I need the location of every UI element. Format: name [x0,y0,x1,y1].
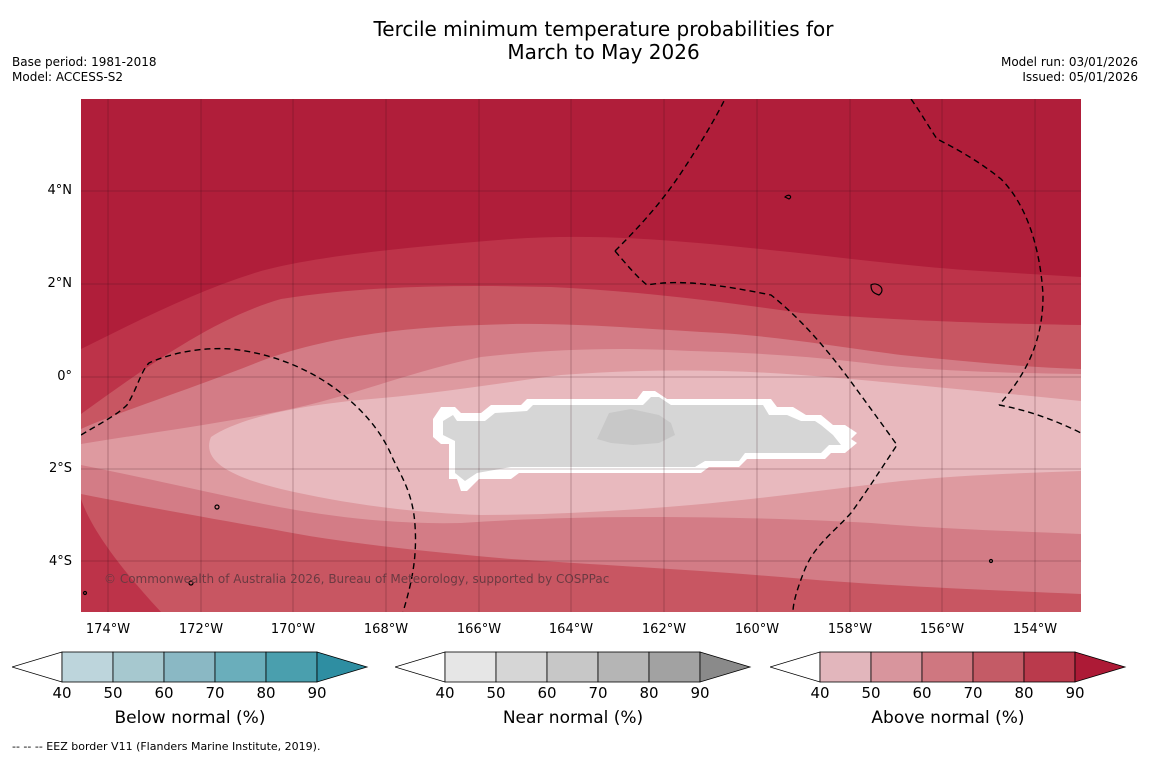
eez-footnote: -- -- -- EEZ border V11 (Flanders Marine… [12,740,321,753]
legend-below-normal [10,650,372,688]
legend-below-tick-80: 80 [256,684,276,702]
legend-below-tick-70: 70 [205,684,225,702]
lon-label-174w: 174°W [85,622,131,637]
eez-border-center-low [614,250,898,612]
legend-above-swatch-2 [870,651,923,683]
legend-above-tick-40: 40 [810,684,830,702]
legend-above-tick-60: 60 [912,684,932,702]
legend-below-overflow [316,651,369,683]
issued-date: Issued: 05/01/2026 [1022,70,1138,84]
legend-above-title: Above normal (%) [871,708,1025,728]
island-2 [870,283,883,296]
island-3 [214,504,220,510]
legend-below-swatch-3 [163,651,216,683]
legend-near-normal [393,650,755,688]
lat-label-2s: 2°S [48,461,72,476]
graticule [81,99,1081,612]
meta-right: Model run: 03/01/2026 Issued: 05/01/2026 [1001,55,1138,85]
map-title: Tercile minimum temperature probabilitie… [300,18,907,64]
probability-map [81,99,1081,612]
legend-near-overflow [699,651,752,683]
lat-label-4s: 4°S [48,554,72,569]
legend-above-swatch-1 [819,651,872,683]
eez-border-left [81,347,417,612]
island-4 [188,580,194,586]
legend-below-tick-90: 90 [307,684,327,702]
model-run: Model run: 03/01/2026 [1000,55,1138,69]
legend-near-tick-40: 40 [435,684,455,702]
legend-near-colorbar [393,651,752,683]
model-name: Model: ACCESS-S2 [12,70,124,84]
lon-label-166w: 166°W [456,622,502,637]
lon-label-156w: 156°W [919,622,965,637]
band-near-50 [597,409,675,445]
legend-above-tick-80: 80 [1014,684,1034,702]
title-line-2: March to May 2026 [507,40,700,64]
legend-above-tick-50: 50 [861,684,881,702]
lon-label-162w: 162°W [641,622,687,637]
legend-below-tick-40: 40 [52,684,72,702]
lon-label-158w: 158°W [827,622,873,637]
lon-label-172w: 172°W [178,622,224,637]
legend-near-underflow [393,651,446,683]
legend-below-swatch-4 [214,651,267,683]
lon-label-164w: 164°W [548,622,594,637]
legend-above-swatch-3 [921,651,974,683]
legend-below-colorbar [10,651,369,683]
lon-label-170w: 170°W [270,622,316,637]
lon-label-154w: 154°W [1012,622,1058,637]
legend-above-normal [768,650,1130,688]
legend-below-swatch-1 [61,651,114,683]
legend-near-swatch-2 [495,651,548,683]
lat-label-2n: 2°N [47,276,73,291]
lon-label-168w: 168°W [363,622,409,637]
title-line-1: Tercile minimum temperature probabilitie… [373,17,834,41]
legend-above-swatch-4 [972,651,1025,683]
legend-near-title: Near normal (%) [502,708,644,728]
legend-near-tick-90: 90 [690,684,710,702]
legend-above-swatch-5 [1023,651,1076,683]
legend-near-swatch-4 [597,651,650,683]
map-svg [81,99,1081,612]
islands [82,194,994,596]
legend-below-tick-50: 50 [103,684,123,702]
legend-below-swatch-5 [265,651,318,683]
island-6 [82,590,88,596]
legend-above-overflow [1074,651,1127,683]
lat-label-4n: 4°N [47,183,73,198]
eez-border-center [614,99,726,252]
island-5 [988,558,994,564]
copyright-notice: © Commonwealth of Australia 2026, Bureau… [104,572,610,586]
legend-below-swatch-2 [112,651,165,683]
base-period: Base period: 1981-2018 [12,55,157,69]
legend-near-tick-80: 80 [639,684,659,702]
legend-below-tick-60: 60 [154,684,174,702]
eez-borders [81,99,1081,612]
lat-label-0: 0° [57,369,72,384]
legend-above-colorbar [768,651,1127,683]
legend-near-swatch-5 [648,651,701,683]
island-1 [783,194,792,200]
legend-near-swatch-1 [444,651,497,683]
eez-border-right [910,99,1044,406]
legend-below-underflow [10,651,63,683]
legend-near-tick-70: 70 [588,684,608,702]
legend-below-title: Below normal (%) [114,708,266,728]
legend-near-tick-60: 60 [537,684,557,702]
legend-near-tick-50: 50 [486,684,506,702]
legend-above-tick-90: 90 [1065,684,1085,702]
lon-label-160w: 160°W [734,622,780,637]
legend-above-underflow [768,651,821,683]
legend-above-tick-70: 70 [963,684,983,702]
legend-near-swatch-3 [546,651,599,683]
meta-left: Base period: 1981-2018 Model: ACCESS-S2 [12,55,157,85]
